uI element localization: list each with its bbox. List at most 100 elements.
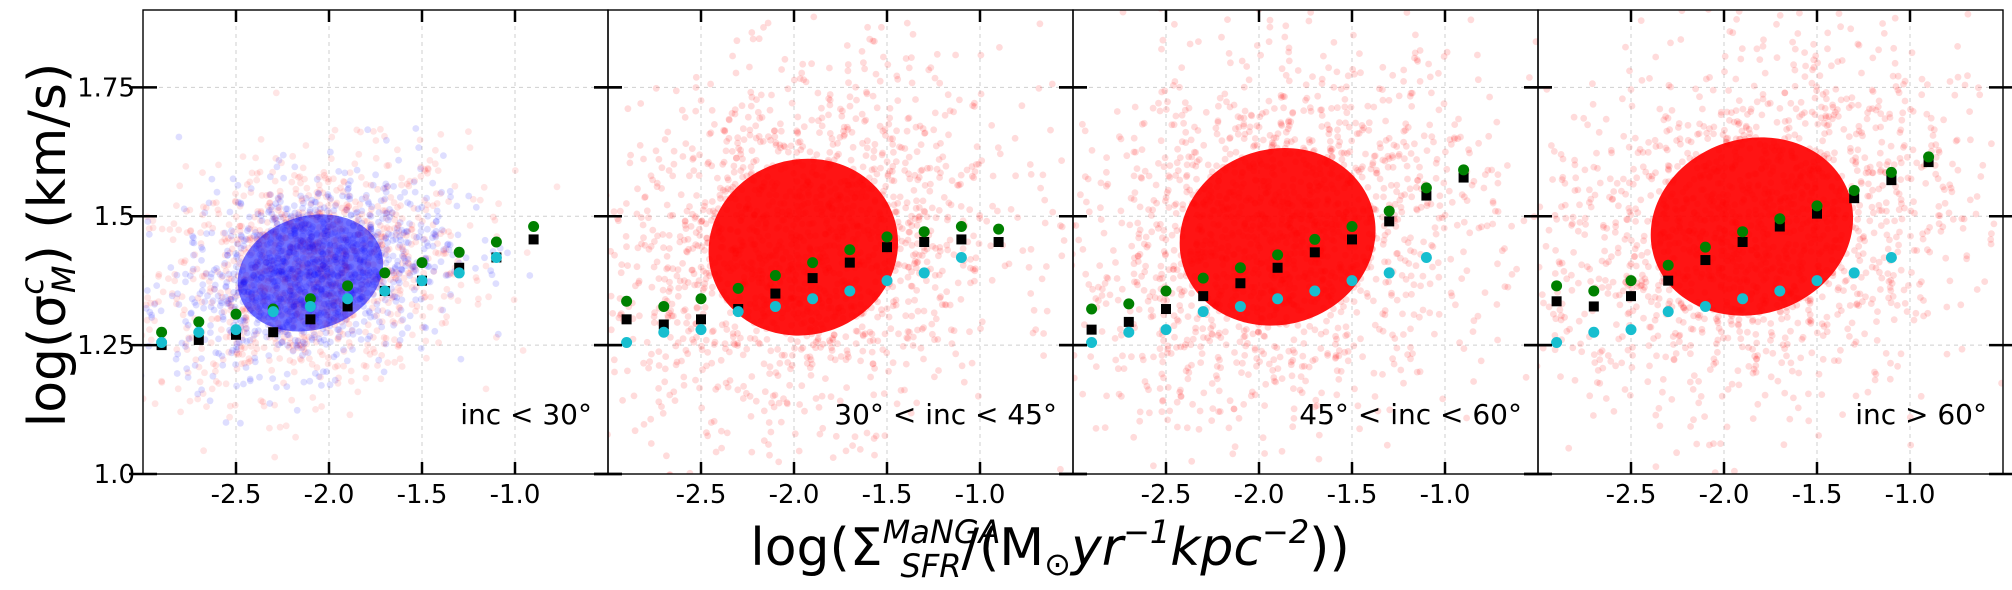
scatter-point	[315, 189, 322, 197]
scatter-point	[210, 266, 218, 274]
scatter-point	[921, 208, 929, 216]
median-circle-marker	[881, 231, 893, 243]
scatter-point	[143, 316, 151, 324]
scatter-point	[424, 169, 431, 177]
scatter-point	[756, 114, 764, 122]
scatter-point	[912, 123, 920, 131]
scatter-point	[379, 241, 386, 248]
scatter-point	[1196, 407, 1204, 415]
scatter-point	[651, 309, 658, 317]
scatter-point	[615, 314, 623, 322]
scatter-point	[912, 264, 920, 272]
scatter-point	[1270, 140, 1278, 148]
scatter-point	[411, 177, 419, 185]
scatter-point	[386, 225, 394, 233]
scatter-point	[812, 395, 820, 402]
scatter-cloud	[1073, 10, 1538, 474]
scatter-point	[912, 250, 919, 258]
scatter-point	[934, 336, 942, 343]
scatter-point	[859, 163, 867, 171]
scatter-point	[223, 300, 231, 307]
scatter-point	[337, 184, 344, 192]
scatter-point	[257, 209, 265, 217]
scatter-point	[752, 397, 760, 405]
scatter-point	[678, 106, 686, 114]
scatter-point	[1173, 316, 1181, 324]
scatter-point	[444, 271, 452, 279]
scatter-point	[957, 171, 965, 179]
scatter-point	[443, 241, 451, 249]
scatter-point	[466, 222, 474, 229]
scatter-point	[322, 329, 330, 337]
scatter-point	[892, 158, 900, 166]
median-circle-marker	[304, 300, 316, 312]
scatter-point	[888, 177, 896, 184]
scatter-point	[1171, 333, 1178, 341]
scatter-point	[672, 342, 680, 350]
scatter-point	[208, 315, 216, 323]
scatter-point	[1152, 181, 1160, 189]
scatter-point	[975, 160, 983, 168]
y-tick-label: 1.25	[77, 331, 135, 361]
scatter-point	[735, 144, 742, 152]
scatter-point	[1097, 179, 1105, 187]
scatter-point	[256, 168, 264, 176]
scatter-point	[1103, 274, 1111, 281]
scatter-point	[240, 245, 248, 253]
scatter-point	[343, 357, 351, 365]
scatter-point	[670, 388, 678, 396]
scatter-point	[1333, 68, 1341, 76]
scatter-point	[1007, 206, 1015, 213]
scatter-point	[396, 355, 404, 363]
scatter-point	[1352, 119, 1359, 127]
scatter-point	[158, 377, 165, 385]
scatter-point	[1172, 210, 1180, 217]
scatter-point	[887, 325, 895, 333]
scatter-point	[1493, 301, 1501, 308]
scatter-point	[305, 192, 313, 199]
scatter-point	[1170, 121, 1178, 129]
scatter-point	[1318, 75, 1326, 83]
scatter-point	[184, 321, 192, 329]
scatter-point	[988, 276, 996, 284]
scatter-point	[722, 188, 729, 195]
scatter-point	[395, 221, 402, 229]
scatter-point	[447, 291, 454, 298]
scatter-point	[207, 303, 215, 311]
scatter-point	[252, 154, 259, 162]
median-circle-marker	[732, 306, 744, 318]
scatter-point	[916, 204, 923, 211]
scatter-point	[896, 193, 904, 201]
scatter-point	[689, 266, 696, 274]
scatter-point	[437, 230, 444, 238]
scatter-point	[669, 211, 677, 219]
panel-2: -2.5 -2.0 -1.5 -1.030° < inc < 45°	[558, 9, 1087, 510]
scatter-point	[1027, 245, 1035, 253]
scatter-point	[1241, 107, 1249, 115]
scatter-point	[237, 200, 245, 208]
scatter-point	[224, 297, 231, 305]
scatter-point	[190, 234, 197, 242]
scatter-point	[335, 326, 343, 334]
scatter-point	[837, 105, 844, 113]
scatter-point	[842, 447, 850, 455]
scatter-point	[399, 253, 407, 261]
scatter-point	[843, 384, 850, 391]
scatter-point	[1110, 247, 1117, 254]
scatter-point	[835, 150, 842, 158]
scatter-point	[724, 185, 732, 193]
scatter-point	[398, 363, 406, 370]
scatter-point	[692, 107, 700, 115]
scatter-point	[1159, 234, 1166, 242]
scatter-point	[558, 457, 565, 464]
scatter-point	[692, 229, 700, 237]
scatter-point	[756, 340, 764, 348]
scatter-point	[1338, 155, 1346, 163]
scatter-point	[1419, 272, 1427, 280]
scatter-point	[948, 177, 956, 185]
scatter-point	[245, 355, 253, 362]
scatter-point	[829, 141, 837, 148]
scatter-point	[377, 125, 384, 133]
scatter-point	[926, 187, 934, 195]
